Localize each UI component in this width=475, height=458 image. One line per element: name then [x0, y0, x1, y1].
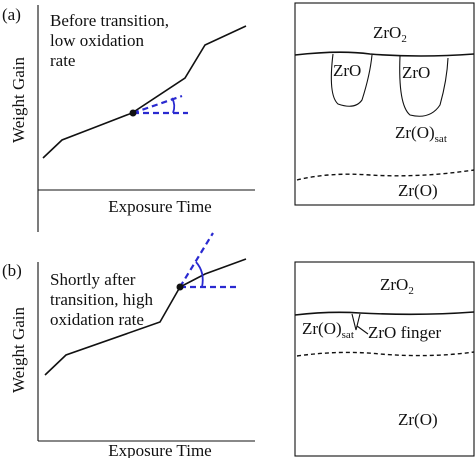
formula: Zr(O): [395, 123, 435, 142]
feature-label: ZrO: [402, 63, 430, 82]
zro-finger: [399, 55, 449, 117]
layer-label: Zr(O)sat: [395, 123, 447, 145]
tangent-slope: [179, 232, 214, 288]
feature-label: ZrO: [333, 61, 361, 80]
formula: ZrO: [373, 23, 401, 42]
layer-label: Zr(O): [398, 410, 438, 429]
panel-a-schematic: ZrO2 ZrO ZrO Zr(O)sat Zr(O): [294, 2, 475, 206]
schematic-box: [294, 2, 475, 206]
x-axis-label: Exposure Time: [108, 441, 211, 458]
layer-label: ZrO2: [373, 23, 407, 45]
y-axis-label: Weight Gain: [9, 57, 28, 143]
zro-finger: [330, 53, 373, 107]
subscript: sat: [342, 329, 354, 341]
curve: [44, 258, 247, 376]
annotation: transition, high: [50, 290, 153, 309]
formula: ZrO: [380, 275, 408, 294]
annotation: Shortly after: [50, 270, 136, 289]
annotation: low oxidation: [50, 31, 144, 50]
diffusion-front: [296, 351, 475, 357]
layer-label: ZrO2: [380, 275, 414, 297]
subscript: 2: [401, 33, 407, 45]
x-axis-label: Exposure Time: [108, 197, 211, 216]
panel-b-graph: (b) Weight Gain Exposure Time Shortly af…: [2, 232, 255, 458]
panel-label: (b): [2, 261, 22, 280]
curve: [42, 25, 247, 159]
panel-b-schematic: ZrO2 ZrO finger Zr(O)sat Zr(O): [294, 261, 475, 457]
panel-a-graph: (a) Weight Gain Exposure Time Before tra…: [2, 5, 255, 232]
layer-label: Zr(O): [398, 181, 438, 200]
zro-finger: [351, 313, 361, 331]
feature-label: ZrO finger: [368, 323, 442, 342]
angle-arc: [171, 97, 176, 114]
point: [176, 283, 184, 291]
annotation: Before transition,: [50, 11, 169, 30]
interface: [294, 311, 475, 316]
layer-label: Zr(O)sat: [302, 319, 354, 341]
panel-label: (a): [2, 5, 21, 24]
tangent-slope: [132, 94, 183, 115]
annotation: rate: [50, 51, 75, 70]
subscript: sat: [435, 133, 447, 145]
formula: Zr(O): [302, 319, 342, 338]
diffusion-front: [296, 169, 475, 181]
schematic-box: [294, 261, 475, 457]
subscript: 2: [408, 285, 414, 297]
point: [129, 109, 137, 117]
leader-line: [356, 325, 369, 335]
annotation: oxidation rate: [50, 310, 144, 329]
angle-arc: [195, 261, 204, 288]
interface: [294, 51, 475, 57]
y-axis-label: Weight Gain: [9, 307, 28, 393]
